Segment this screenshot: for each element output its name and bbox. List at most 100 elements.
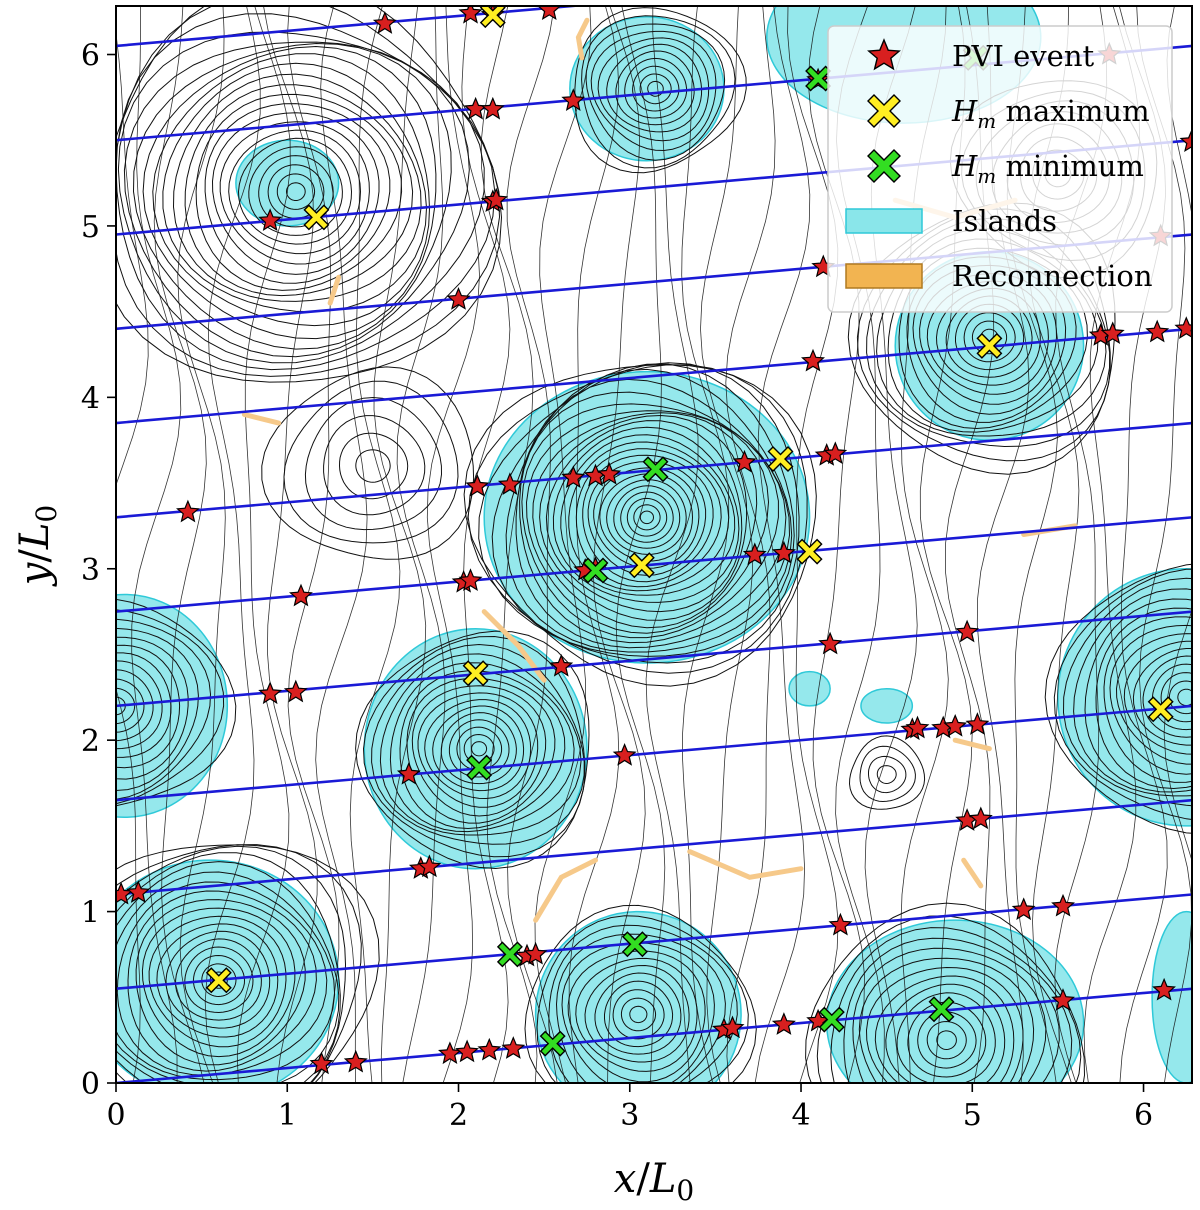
- field-line-contour: [876, 765, 897, 785]
- y-axis-ticks: 0 1 2 3 4 5 6: [81, 39, 116, 1102]
- pvi-event-marker: [771, 540, 796, 564]
- x-tick-label: 5: [963, 1098, 982, 1133]
- field-line-contour: [620, 491, 674, 543]
- field-line: [396, 6, 446, 1083]
- pvi-event-marker: [1145, 319, 1170, 343]
- island-region: [788, 670, 831, 707]
- field-line-contour: [116, 845, 347, 1083]
- field-line-contour: [192, 954, 246, 1006]
- hm-maximum-marker: [479, 6, 506, 29]
- field-line-contour: [613, 485, 681, 549]
- field-line-contour: [599, 473, 694, 562]
- field-line: [204, 6, 261, 1083]
- field-line-contour: [647, 80, 664, 97]
- pvi-event-marker: [905, 715, 930, 739]
- pvi-event-marker: [1100, 321, 1125, 345]
- legend-star-icon: [867, 38, 901, 71]
- field-line-contour: [116, 627, 199, 792]
- field-line-contour: [1073, 588, 1192, 797]
- field-line: [287, 6, 340, 1083]
- reconnection-region: [533, 857, 598, 923]
- field-line-contour: [1177, 688, 1192, 707]
- pvi-event-marker: [818, 631, 843, 655]
- field-line-contour: [228, 129, 362, 255]
- field-line-contour: [639, 73, 672, 105]
- hm-minimum-marker: [621, 931, 648, 958]
- pvi-event-marker: [732, 449, 757, 473]
- pvi-event-marker: [477, 1037, 502, 1061]
- legend-item-hmax: Hm maximum: [867, 94, 1150, 133]
- y-tick-label: 6: [81, 39, 100, 74]
- field-line-contour: [165, 930, 271, 1029]
- field-line-contour: [379, 653, 582, 836]
- pvi-event-marker: [823, 441, 848, 465]
- y-tick-label: 0: [81, 1067, 100, 1102]
- field-line: [461, 6, 511, 1083]
- field-line-contour: [237, 137, 353, 245]
- x-tick-label: 2: [449, 1098, 468, 1133]
- field-line-contour: [633, 504, 661, 531]
- field-line-contour: [560, 434, 736, 596]
- field-line: [315, 6, 368, 1083]
- legend-swatch: [845, 263, 923, 289]
- y-tick-label: 2: [81, 724, 100, 759]
- pvi-event-marker: [549, 653, 574, 677]
- hm-minimum-marker: [539, 1030, 566, 1057]
- field-line-contour: [172, 73, 422, 302]
- field-line-contour: [142, 45, 437, 340]
- field-line-contour: [597, 37, 710, 142]
- field-line-contour: [141, 907, 296, 1058]
- field-line-contour: [936, 1030, 957, 1051]
- pvi-event-marker: [1152, 977, 1176, 1001]
- field-line-contour: [184, 84, 414, 297]
- x-axis-ticks: 0 1 2 3 4 5 6: [106, 1083, 1153, 1133]
- legend: PVI event Hm maximum Hm minimum Islands Reco…: [827, 25, 1173, 313]
- pvi-event-marker: [501, 1036, 526, 1059]
- legend-label: Reconnection: [952, 259, 1153, 293]
- field-line-contour: [116, 6, 501, 377]
- field-line-contour: [123, 41, 470, 358]
- legend-label: PVI event: [952, 39, 1095, 73]
- pvi-event-marker: [458, 568, 483, 591]
- field-line-contour: [478, 362, 800, 664]
- pvi-event-marker: [455, 1039, 479, 1063]
- field-line-contour: [116, 669, 154, 742]
- field-line-contour: [536, 915, 749, 1083]
- pvi-event-marker: [965, 712, 990, 735]
- x-tick-label: 3: [620, 1098, 639, 1133]
- field-line-contour: [116, 636, 189, 780]
- field-line-contour: [1160, 672, 1192, 723]
- field-line-contour: [304, 396, 443, 531]
- field-line-contour: [848, 735, 926, 810]
- y-tick-label: 1: [81, 896, 100, 931]
- field-line-contour: [1115, 633, 1192, 765]
- hm-minimum-marker: [928, 996, 955, 1023]
- field-line-contour: [1062, 577, 1192, 807]
- field-line-contour: [162, 62, 428, 313]
- legend-item-islands: Islands: [845, 204, 1057, 238]
- field-line-contour: [865, 966, 1024, 1083]
- hm-minimum-marker: [496, 941, 523, 968]
- field-line: [236, 6, 291, 1083]
- legend-label: Hm minimum: [951, 149, 1144, 188]
- field-line-contour: [584, 964, 690, 1063]
- field-line-contour: [1103, 616, 1192, 783]
- field-line-contour: [606, 479, 687, 555]
- pvi-event-marker: [801, 348, 825, 372]
- pvi-event-marker: [612, 743, 637, 766]
- pvi-event-marker: [1051, 893, 1075, 917]
- field-line-contour: [539, 414, 748, 621]
- pvi-event-marker: [465, 473, 490, 497]
- field-line-contour: [868, 755, 907, 794]
- field-line-contour: [515, 378, 791, 649]
- field-line: [592, 6, 646, 1083]
- field-line-contour: [127, 890, 317, 1072]
- field-line-contour: [285, 182, 306, 201]
- field-line-contour: [116, 678, 145, 733]
- field-line-contour: [389, 662, 575, 833]
- field-line-contour: [594, 972, 682, 1055]
- field-line-contour: [116, 881, 328, 1076]
- pvi-event-marker: [955, 619, 980, 643]
- pvi-event-marker: [968, 806, 993, 830]
- field-line-contour: [1168, 680, 1192, 715]
